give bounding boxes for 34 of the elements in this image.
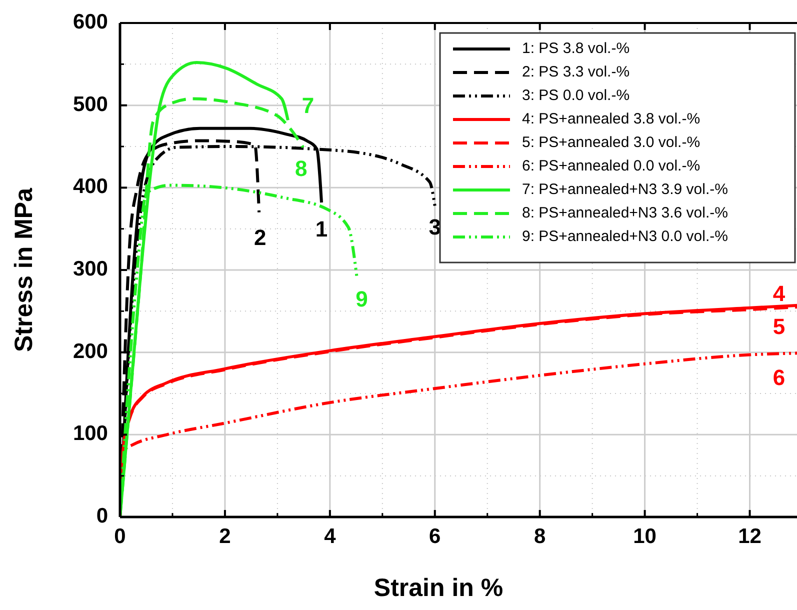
legend-label: 9: PS+annealed+N3 0.0 vol.-% (522, 228, 728, 245)
y-tick-label: 400 (72, 175, 108, 198)
x-tick-label: 12 (738, 525, 762, 548)
annotation: 9 (356, 286, 368, 312)
annotation: 7 (302, 92, 314, 118)
x-tick-label: 0 (114, 525, 126, 548)
x-axis-title: Strain in % (374, 574, 504, 602)
legend-label: 7: PS+annealed+N3 3.9 vol.-% (522, 180, 728, 198)
legend-label: 2: PS 3.3 vol.-% (522, 63, 630, 80)
y-tick-label: 100 (72, 422, 108, 446)
legend-label: 4: PS+annealed 3.8 vol.-% (522, 110, 700, 128)
x-tick-label: 2 (219, 525, 231, 548)
x-tick-label: 6 (429, 525, 441, 548)
annotation: 5 (772, 314, 786, 339)
x-tick-label: 8 (534, 525, 546, 548)
legend-label: 5: PS+annealed 3.0 vol.-% (522, 134, 700, 151)
x-tick-label: 4 (324, 525, 336, 548)
legend-label: 6: PS+annealed 0.0 vol.-% (522, 157, 700, 174)
legend-label: 1: PS 3.8 vol.-% (522, 40, 630, 57)
legend-label: 3: PS 0.0 vol.-% (522, 86, 630, 104)
y-tick-label: 600 (72, 10, 108, 34)
annotation: 6 (772, 364, 786, 390)
y-tick-label: 500 (72, 92, 108, 116)
y-tick-label: 0 (96, 504, 108, 528)
annotation: 1 (315, 216, 328, 242)
y-axis-title: Stress in MPa (10, 186, 38, 352)
annotation: 3 (428, 214, 442, 240)
annotation: 8 (295, 156, 308, 182)
x-tick-label: 10 (633, 525, 656, 548)
annotation: 2 (254, 225, 266, 250)
legend-label: 8: PS+annealed+N3 3.6 vol.-% (522, 204, 728, 222)
y-tick-label: 200 (72, 340, 108, 363)
annotation: 4 (772, 281, 786, 306)
y-tick-label: 300 (72, 258, 108, 281)
